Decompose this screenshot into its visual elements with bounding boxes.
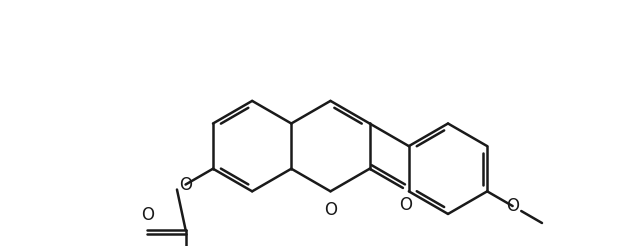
Text: O: O [506, 197, 519, 215]
Text: O: O [324, 201, 337, 219]
Text: O: O [141, 206, 154, 224]
Text: O: O [399, 196, 412, 214]
Text: O: O [179, 176, 192, 194]
